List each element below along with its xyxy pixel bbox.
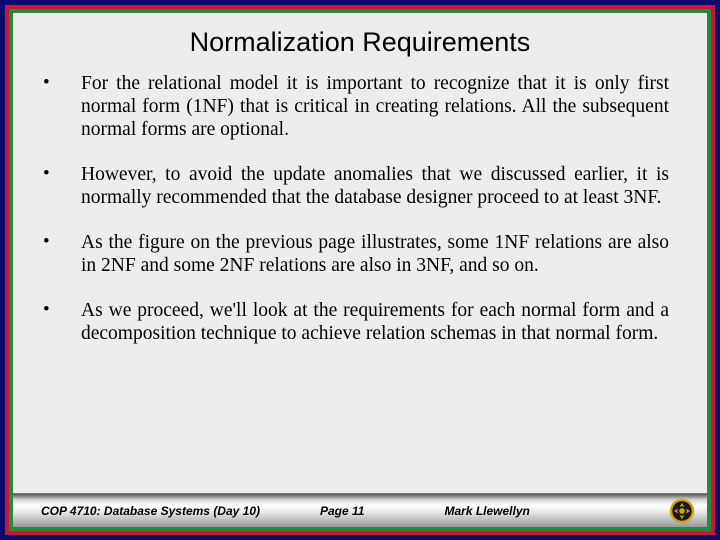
ucf-logo-icon	[669, 498, 695, 524]
bullet-text: For the relational model it is important…	[81, 72, 669, 141]
footer-wrap: COP 4710: Database Systems (Day 10) Page…	[41, 498, 695, 524]
bullet-marker: •	[41, 72, 81, 141]
slide-footer: COP 4710: Database Systems (Day 10) Page…	[13, 493, 707, 527]
bullet-text: As we proceed, we'll look at the require…	[81, 299, 669, 345]
bullet-marker: •	[41, 163, 81, 209]
bullet-marker: •	[41, 299, 81, 345]
bullet-item: • However, to avoid the update anomalies…	[41, 163, 669, 209]
slide-content: • For the relational model it is importa…	[13, 66, 707, 493]
footer-page: Page 11	[320, 504, 364, 518]
bullet-item: • For the relational model it is importa…	[41, 72, 669, 141]
bullet-text: As the figure on the previous page illus…	[81, 231, 669, 277]
bullet-marker: •	[41, 231, 81, 277]
frame-red: Normalization Requirements • For the rel…	[5, 5, 715, 535]
bullet-text: However, to avoid the update anomalies t…	[81, 163, 669, 209]
bullet-item: • As the figure on the previous page ill…	[41, 231, 669, 277]
footer-author: Mark Llewellyn	[424, 504, 529, 518]
footer-course: COP 4710: Database Systems (Day 10)	[41, 504, 260, 518]
frame-green: Normalization Requirements • For the rel…	[9, 9, 711, 531]
slide-title: Normalization Requirements	[13, 13, 707, 66]
slide: Normalization Requirements • For the rel…	[13, 13, 707, 527]
bullet-item: • As we proceed, we'll look at the requi…	[41, 299, 669, 345]
